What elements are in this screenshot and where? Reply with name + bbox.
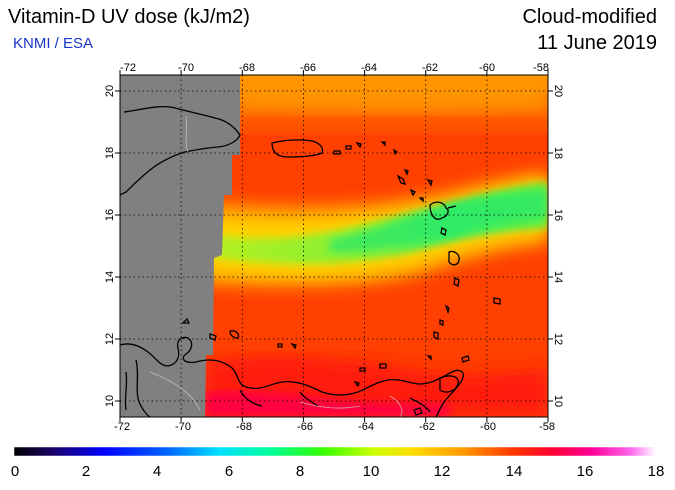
tick-marks xyxy=(115,70,553,422)
colorbar-label: 8 xyxy=(295,463,305,480)
lat-label: 10 xyxy=(104,395,116,407)
no-data-area xyxy=(120,75,240,417)
map-frame xyxy=(119,74,549,418)
lat-label: 18 xyxy=(552,147,564,159)
borders xyxy=(149,115,403,417)
lon-label: -64 xyxy=(361,62,377,74)
lon-label: -72 xyxy=(120,62,136,74)
lon-label: -58 xyxy=(539,421,555,433)
lon-labels-bottom: -72 -70 -68 -66 -64 -62 -60 -58 xyxy=(114,421,555,433)
coastlines xyxy=(120,106,501,417)
lat-label: 20 xyxy=(104,85,116,97)
colorbar-label: 2 xyxy=(81,463,91,480)
lon-label: -68 xyxy=(239,62,255,74)
colorbar-label: 6 xyxy=(224,463,234,480)
lon-label: -72 xyxy=(114,421,130,433)
lat-labels-left: 10 12 14 16 18 20 xyxy=(104,85,116,407)
colorbar-label: 0 xyxy=(10,463,20,480)
product-type: Cloud-modified xyxy=(522,6,657,28)
colorbar xyxy=(14,447,656,456)
lat-label: 14 xyxy=(104,271,116,283)
lat-label: 14 xyxy=(552,271,564,283)
lat-label: 16 xyxy=(104,209,116,221)
uv-dose-field xyxy=(120,75,548,417)
lat-label: 16 xyxy=(552,209,564,221)
lat-label: 18 xyxy=(104,147,116,159)
lon-label: -66 xyxy=(297,421,313,433)
lon-label: -68 xyxy=(236,421,252,433)
map-date: 11 June 2019 xyxy=(537,32,657,54)
lat-label: 12 xyxy=(104,333,116,345)
colorbar-label: 12 xyxy=(433,463,451,480)
lon-label: -58 xyxy=(533,62,549,74)
lon-label: -66 xyxy=(300,62,316,74)
lon-label: -70 xyxy=(178,62,194,74)
colorbar-label: 16 xyxy=(576,463,594,480)
lon-label: -60 xyxy=(479,62,495,74)
colorbar-label: 14 xyxy=(505,463,523,480)
lon-label: -62 xyxy=(419,421,435,433)
lat-labels-right: 10 12 14 16 18 20 xyxy=(552,85,564,407)
lon-label: -60 xyxy=(480,421,496,433)
lon-label: -64 xyxy=(358,421,374,433)
colorbar-label: 10 xyxy=(362,463,380,480)
colorbar-label: 4 xyxy=(152,463,162,480)
graticule xyxy=(120,75,548,417)
colorbar-label: 18 xyxy=(647,463,665,480)
lat-label: 20 xyxy=(552,85,564,97)
colorbar-frame xyxy=(13,446,657,457)
lat-label: 12 xyxy=(552,333,564,345)
map-title: Vitamin-D UV dose (kJ/m2) xyxy=(8,6,250,28)
map-source: KNMI / ESA xyxy=(13,35,94,52)
lon-labels-top: -72 -70 -68 -66 -64 -62 -60 -58 xyxy=(120,62,549,74)
lon-label: -62 xyxy=(422,62,438,74)
lon-label: -70 xyxy=(175,421,191,433)
lat-label: 10 xyxy=(552,395,564,407)
